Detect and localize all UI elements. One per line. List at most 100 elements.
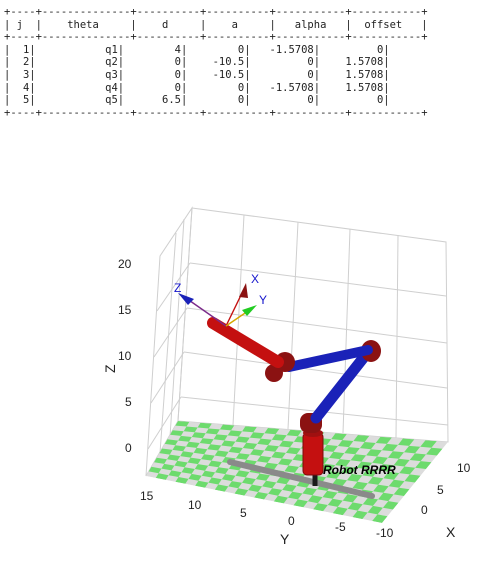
floor-tile	[278, 458, 293, 466]
floor-tile	[234, 488, 249, 496]
link-lower-arm	[310, 346, 374, 424]
floor-tile	[186, 441, 200, 448]
floor-tile	[353, 435, 370, 442]
x-tick: 5	[437, 483, 444, 497]
floor-tile	[359, 442, 376, 450]
floor-tile	[347, 502, 363, 511]
floor-tile	[197, 422, 212, 429]
floor-tile	[398, 438, 415, 446]
floor-tile	[155, 473, 169, 480]
floor-tile	[352, 481, 368, 490]
floor-tile	[393, 487, 410, 496]
floor-tile	[242, 426, 257, 433]
floor-tile	[208, 460, 222, 468]
floor-tile	[393, 458, 410, 467]
floor-tile	[322, 444, 338, 452]
floor-tile	[356, 461, 373, 470]
z-tick: 15	[118, 303, 132, 317]
floor-tile	[320, 463, 336, 472]
floor-tile	[201, 470, 216, 478]
floor-tile	[337, 440, 354, 448]
floor-tile	[195, 480, 209, 488]
floor-tile	[194, 464, 209, 471]
floor-tile	[161, 463, 175, 471]
floor-tile	[207, 444, 222, 451]
z-ticks: 20 15 10 5 0	[118, 257, 132, 455]
floor-tile	[399, 466, 416, 475]
floor-shadow-line	[227, 459, 375, 499]
y-tick: 5	[240, 506, 247, 520]
floor-tile	[352, 510, 368, 520]
floor-tile	[273, 495, 288, 504]
floor-tile	[242, 477, 256, 485]
frame-y-label: Y	[259, 293, 267, 307]
floor-tile	[175, 421, 190, 427]
floor-tile	[326, 471, 342, 479]
floor-tile	[214, 484, 229, 492]
floor-tile	[228, 481, 242, 489]
y-tick: -5	[335, 520, 346, 534]
z-tick: 5	[125, 395, 132, 409]
floor-tile	[205, 428, 220, 435]
floor-tile	[235, 470, 250, 478]
floor-tile	[191, 432, 206, 439]
floor-tile	[183, 426, 198, 433]
floor-tile	[257, 438, 272, 446]
floor-tile	[167, 454, 181, 461]
floor-tile	[235, 436, 250, 443]
floor-tile	[286, 429, 302, 437]
x-tick: 0	[421, 503, 428, 517]
floor-tile	[404, 445, 421, 454]
floor-tile	[293, 499, 308, 508]
floor-tile	[242, 442, 258, 450]
floor-tile	[256, 455, 272, 463]
floor-tile	[377, 464, 394, 472]
frame-z-label: Z	[174, 281, 181, 295]
floor-tile	[271, 451, 286, 459]
floor-tile	[367, 476, 384, 485]
robot: Z X Y	[174, 272, 381, 486]
floor-tile	[201, 454, 215, 461]
link-upper-arm	[284, 345, 373, 372]
z-tick: 20	[118, 257, 132, 271]
x-ticks: 10 5 0 -10	[376, 461, 471, 540]
floor-tile	[322, 490, 338, 499]
frame-z-arrow	[178, 293, 194, 305]
floor-tile	[350, 454, 367, 462]
floor-tile	[375, 436, 392, 444]
floor-tile	[372, 514, 388, 523]
floor-tile	[248, 484, 263, 492]
z-axis-label: Z	[102, 364, 118, 373]
frame-y-arrow	[242, 305, 257, 316]
floor-tile	[362, 497, 379, 506]
floor-tile	[342, 494, 358, 503]
floor-tile	[214, 450, 229, 457]
floor-tile	[188, 473, 202, 481]
floor-tile	[331, 433, 347, 441]
joint-3b	[265, 364, 283, 382]
floor-tile	[164, 439, 179, 446]
floor-tile	[174, 460, 188, 468]
floor-tile	[327, 498, 343, 507]
floor-tile	[404, 474, 421, 483]
floor-tile	[221, 474, 236, 482]
floor-tile	[284, 465, 299, 473]
floor-tile	[154, 457, 167, 464]
floor-tile	[372, 456, 388, 465]
floor-tile	[228, 446, 243, 454]
floor-tile	[268, 488, 283, 496]
floor-tile	[378, 492, 394, 502]
floor-tile	[279, 440, 294, 448]
floor-tile	[254, 492, 269, 500]
dh-parameter-table: +----+--------------+----------+--------…	[4, 6, 428, 119]
floor-tile	[383, 471, 400, 480]
floor-tile	[213, 434, 228, 441]
y-tick: 10	[188, 498, 202, 512]
floor-tile	[388, 479, 405, 488]
x-axis-label: X	[446, 524, 456, 540]
floor-tile	[382, 501, 399, 510]
floor-tile	[302, 487, 317, 496]
floor-tile	[219, 424, 235, 431]
floor-tile	[235, 453, 250, 460]
